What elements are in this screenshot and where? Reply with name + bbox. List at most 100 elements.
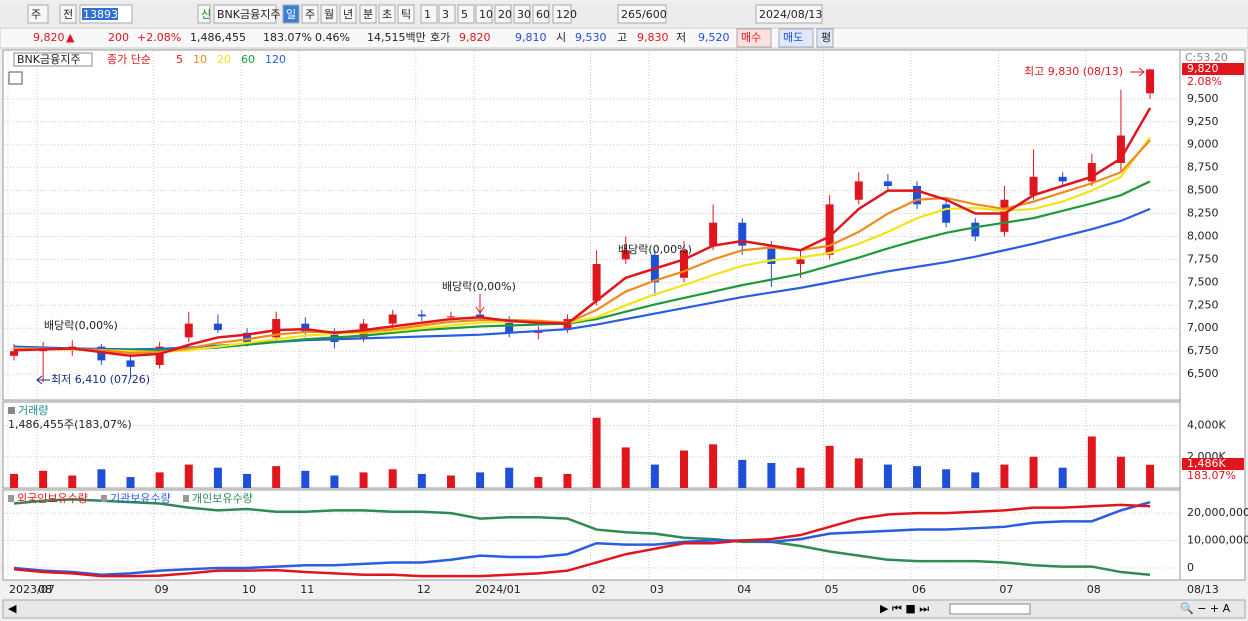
toolbar-label[interactable]: 2024/08/13 xyxy=(759,8,822,21)
toolbar-button[interactable] xyxy=(197,4,211,24)
toolbar-button[interactable] xyxy=(420,4,438,24)
toolbar-button[interactable] xyxy=(397,4,415,24)
last-volume-box xyxy=(1182,458,1244,470)
toolbar-label[interactable]: 3 xyxy=(442,8,449,21)
toolbar-label[interactable]: 분 xyxy=(363,8,373,21)
change-label: 2.08% xyxy=(1187,75,1222,88)
toolbar-button[interactable] xyxy=(339,4,357,24)
toolbar-button[interactable] xyxy=(755,4,823,24)
volume-bar xyxy=(417,473,426,488)
icon xyxy=(8,407,15,414)
legend-entry: 20 xyxy=(217,53,231,66)
volume-bar xyxy=(709,444,718,488)
toolbar-label[interactable]: 일 xyxy=(286,7,296,21)
quote-field[interactable]: 평 xyxy=(821,31,831,44)
candle-body xyxy=(825,204,834,255)
scrollbar[interactable] xyxy=(2,599,1246,619)
toolbar-label[interactable]: 년 xyxy=(343,8,353,21)
volume-bar xyxy=(330,475,339,488)
volume-bar xyxy=(534,477,543,488)
toolbar-button[interactable] xyxy=(378,4,396,24)
candle-body xyxy=(97,346,106,361)
trade-button[interactable] xyxy=(778,28,814,48)
candle-body xyxy=(446,316,455,318)
quote-field: 0.46% xyxy=(315,31,350,44)
grid-icon[interactable] xyxy=(8,71,23,85)
scroll-left[interactable]: ◀ xyxy=(8,602,17,615)
volume-title: 거래량 xyxy=(18,404,48,417)
legend-box xyxy=(13,52,93,67)
candle-body xyxy=(476,314,485,318)
quote-field: 9,820 xyxy=(33,31,65,44)
toolbar-label[interactable]: 60 xyxy=(536,8,550,21)
quote-bar xyxy=(0,27,1248,49)
volume-panel xyxy=(2,401,1181,489)
zoom-slider[interactable] xyxy=(949,603,1031,615)
toolbar-button[interactable] xyxy=(438,4,456,24)
toolbar-label[interactable]: 초 xyxy=(382,8,392,21)
volume-bar xyxy=(971,472,980,488)
trade-button[interactable] xyxy=(816,28,834,48)
toolbar-button[interactable] xyxy=(59,4,77,24)
quote-field: +2.08% xyxy=(137,31,181,44)
toolbar-button[interactable] xyxy=(475,4,493,24)
x-tick-label: 06 xyxy=(912,583,926,596)
quote-field: 9,810 xyxy=(515,31,547,44)
toolbar-label[interactable]: 120 xyxy=(556,8,577,21)
toolbar-label[interactable]: 신 xyxy=(201,8,211,21)
quote-field[interactable]: 매도 xyxy=(783,31,803,44)
quote-field: 1,486,455 xyxy=(190,31,246,44)
quote-field[interactable]: 매수 xyxy=(741,31,761,44)
toolbar-label[interactable]: 월 xyxy=(324,8,334,21)
x-end-label: 08/13 xyxy=(1187,583,1219,596)
volume-bar xyxy=(388,469,397,488)
toolbar-button[interactable] xyxy=(552,4,572,24)
toolbar-label[interactable]: 138930 xyxy=(83,8,125,21)
toolbar-label[interactable]: 30 xyxy=(517,8,531,21)
y-tick-label: 20,000,000 xyxy=(1187,506,1248,519)
toolbar-button[interactable] xyxy=(457,4,475,24)
high-label: 최고 9,830 (08/13) xyxy=(1024,65,1123,78)
toolbar-label[interactable]: 10 xyxy=(479,8,493,21)
x-tick-label: 11 xyxy=(300,583,314,596)
legend-swatch xyxy=(183,495,189,502)
toolbar-label[interactable]: 틱 xyxy=(401,8,411,21)
toolbar-button[interactable] xyxy=(320,4,338,24)
toolbar-button[interactable] xyxy=(617,4,667,24)
toolbar-label[interactable]: 20 xyxy=(498,8,512,21)
volume-bar xyxy=(592,417,601,488)
toolbar-label[interactable]: BNK금융지주 xyxy=(217,8,280,21)
y-tick-label: 9,500 xyxy=(1187,92,1219,105)
toolbar-label[interactable]: 5 xyxy=(461,8,468,21)
quote-field: 저 xyxy=(676,31,686,44)
toolbar-button[interactable] xyxy=(532,4,550,24)
toolbar-button[interactable] xyxy=(27,4,49,24)
candle-body xyxy=(1087,163,1096,182)
toolbar-button[interactable] xyxy=(513,4,531,24)
x-tick-label: 08 xyxy=(38,583,52,596)
toolbar-label[interactable]: 전 xyxy=(63,8,73,21)
x-tick-label: 2023/07 xyxy=(9,583,55,596)
zoom-tools[interactable]: 🔍 − + A xyxy=(1180,601,1231,615)
toolbar-button[interactable] xyxy=(359,4,377,24)
toolbar-label[interactable]: 1 xyxy=(424,8,431,21)
candle-body xyxy=(184,323,193,338)
toolbar-button[interactable] xyxy=(494,4,512,24)
toolbar-label[interactable]: 주 xyxy=(31,8,41,21)
volume-bar xyxy=(97,469,106,488)
trade-button[interactable] xyxy=(736,28,772,48)
holdings-panel xyxy=(2,489,1181,581)
candle-body xyxy=(883,181,892,186)
toolbar-label[interactable]: 265/600 xyxy=(621,8,667,21)
toolbar-button[interactable] xyxy=(282,4,300,24)
toolbar-label[interactable]: 주 xyxy=(305,8,315,21)
toolbar-button[interactable] xyxy=(301,4,319,24)
scroll-right[interactable]: ▶ ⏮ ■ ⏭ xyxy=(880,602,929,615)
toolbar-button[interactable] xyxy=(213,4,277,24)
y-tick-label: 8,000 xyxy=(1187,229,1219,242)
chart-title: BNK금융지주 xyxy=(17,53,80,66)
low-arrow xyxy=(36,375,50,385)
candle-body xyxy=(126,360,135,367)
candle-body xyxy=(10,351,18,356)
